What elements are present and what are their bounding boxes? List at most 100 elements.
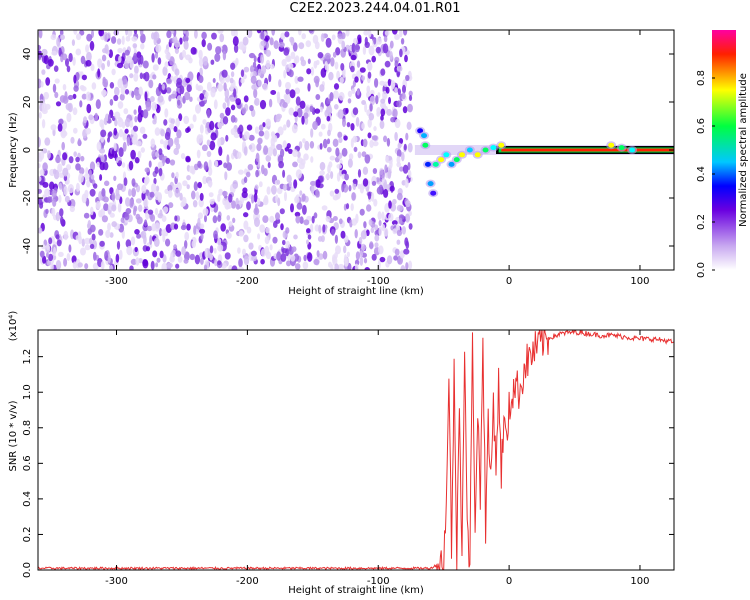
spectrogram-noise-dot — [390, 116, 396, 123]
spectrogram-noise-dot — [49, 181, 55, 190]
spectrogram-noise-dot — [132, 125, 139, 132]
spectrogram-noise-dot — [364, 154, 371, 164]
spectrogram-noise-dot — [291, 246, 297, 253]
snr-panel: -300 -200 -100 0 100 0.0 0.2 0.4 0.6 0.8 1.0 1.2 H… — [8, 311, 675, 596]
spectrogram-noise-dot — [104, 250, 109, 261]
spectrogram-noise-dot — [207, 42, 213, 51]
spectrogram-noise-dot — [98, 229, 104, 236]
spectrogram-noise-dot — [302, 261, 309, 270]
spectrogram-noise-dot — [280, 148, 285, 158]
spectrogram-noise-dot — [155, 44, 162, 53]
spectrogram-noise-dot — [108, 49, 114, 59]
spectrogram-noise-dot — [92, 262, 99, 270]
spectrogram-noise-dot — [88, 237, 93, 245]
spectrogram-noise-dot — [330, 264, 334, 270]
signal-blob — [490, 145, 497, 151]
spectrogram-noise-dot — [203, 264, 208, 270]
spectrogram-noise-dot — [367, 191, 372, 200]
spectrogram-noise-dot — [100, 129, 107, 138]
x-tick-label: -200 — [236, 576, 259, 587]
spectrogram-noise-dot — [58, 118, 64, 125]
spectrogram-noise-dot — [46, 260, 52, 266]
spectrogram-noise-dot — [206, 81, 212, 92]
spectrogram-noise-dot — [388, 97, 391, 105]
spectrogram-noise-dot — [237, 266, 244, 270]
spectrogram-noise-dot — [41, 48, 48, 56]
spectrogram-noise-dot — [200, 257, 204, 265]
spectrogram-noise-dot — [284, 31, 290, 38]
spectrogram-noise-dot — [375, 46, 381, 54]
spectrogram-noise-dot — [392, 30, 398, 35]
spectrogram-noise-dot — [270, 63, 275, 70]
spectrogram-noise-dot — [359, 256, 364, 266]
spectrogram-noise-dot — [385, 86, 390, 94]
spectrogram-noise-dot — [270, 90, 277, 95]
spectrogram-noise-dot — [286, 55, 291, 62]
colorbar-tick-label: 0.2 — [696, 214, 707, 230]
x-tick-label: -100 — [367, 576, 390, 587]
spectrogram-noise-dot — [325, 215, 331, 223]
spectrogram-noise-dot — [396, 192, 403, 201]
spectrogram-noise-dot — [243, 234, 249, 243]
spectrogram-noise-dot — [151, 183, 157, 193]
spectrogram-noise-dot — [337, 131, 343, 139]
spectrogram-noise-dot — [253, 55, 257, 63]
spectrogram-noise-dot — [143, 71, 150, 82]
spectrogram-noise-dot — [84, 244, 91, 251]
spectrogram-noise-dot — [181, 49, 187, 58]
spectrogram-noise-dot — [278, 79, 282, 88]
spectrogram-noise-dot — [368, 112, 375, 121]
spectrogram-noise-dot — [144, 176, 150, 185]
spectrogram-noise-dot — [127, 30, 133, 37]
spectrogram-noise-dot — [225, 107, 231, 116]
colorbar-gradient — [712, 30, 736, 270]
spectrogram-noise-dot — [153, 115, 157, 123]
snr-frame — [37, 329, 675, 571]
spectrogram-noise-dot — [114, 86, 120, 96]
signal-blob — [432, 161, 439, 167]
spectrogram-noise-dot — [107, 113, 111, 124]
spectrogram-noise-dot — [157, 57, 162, 65]
spectrogram-noise-dot — [276, 91, 281, 102]
spectrogram-noise-dot — [164, 131, 171, 141]
spectrogram-noise-dot — [120, 86, 126, 95]
spectrogram-noise-dot — [407, 142, 413, 153]
spectrogram-noise-dot — [163, 119, 168, 126]
spectrogram-noise-dot — [184, 231, 190, 241]
spectrogram-noise-dot — [342, 118, 346, 127]
spectrogram-noise-dot — [94, 112, 99, 122]
spectrogram-noise-dot — [291, 124, 298, 134]
snr-background — [38, 330, 674, 570]
spectrogram-noise-dot — [96, 161, 100, 168]
spectrogram-noise-dot — [194, 30, 198, 39]
spectrogram-noise-dot — [117, 78, 123, 89]
spectrogram-noise-dot — [59, 34, 65, 40]
spectrogram-noise-dot — [408, 223, 413, 230]
spectrogram-noise-dot — [199, 223, 205, 229]
spectrogram-noise-dot — [307, 58, 311, 65]
spectrogram-noise-dot — [85, 91, 91, 101]
spectrogram-noise-dot — [56, 37, 61, 47]
spectrogram-noise-dot — [275, 212, 280, 221]
spectrogram-noise-dot — [396, 229, 403, 237]
spectrogram-noise-dot — [392, 198, 397, 205]
spectrogram-noise-dot — [125, 197, 131, 207]
spectrogram-noise-dot — [356, 70, 362, 78]
spectrogram-noise-dot — [68, 244, 72, 253]
spectrogram-noise-dot — [126, 136, 131, 147]
spectrogram-noise-dot — [325, 37, 332, 48]
spectrogram-noise-dot — [183, 40, 189, 50]
snr-y-multiplier: (x10⁴) — [8, 311, 19, 342]
spectrogram-noise-dot — [202, 89, 206, 96]
spectrogram-noise-dot — [85, 167, 89, 176]
spectrogram-noise-dot — [367, 71, 372, 79]
spectrogram-noise-dot — [44, 137, 51, 146]
spectrogram-noise-dot — [408, 260, 413, 270]
spectrogram-noise-dot — [46, 150, 51, 160]
spectrogram-noise-dot — [286, 143, 291, 149]
spectrogram-noise-dot — [378, 220, 382, 227]
spectrogram-noise-dot — [81, 74, 87, 81]
spectrogram-noise-dot — [111, 36, 117, 44]
spectrogram-noise-dot — [60, 216, 64, 225]
spectrogram-noise-dot — [229, 96, 236, 102]
